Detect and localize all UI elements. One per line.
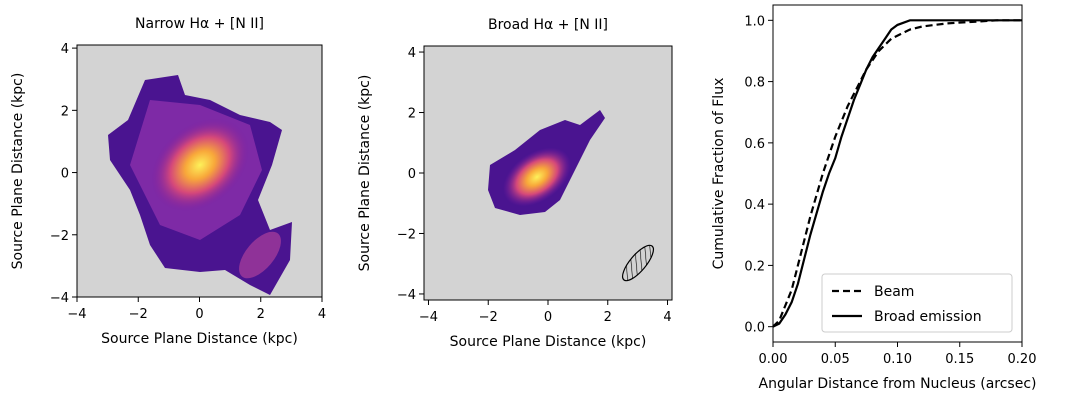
y-tick-label: 1.0 xyxy=(744,14,765,29)
x-tick-label: 0.05 xyxy=(821,352,850,367)
y-tick-label: −4 xyxy=(397,288,416,303)
y-tick-label: 0 xyxy=(408,167,416,182)
broad-emission-map xyxy=(488,110,655,282)
x-tick-label: −4 xyxy=(419,310,438,325)
legend-box xyxy=(821,273,1013,333)
y-tick-label: 4 xyxy=(408,46,416,61)
x-tick-label: 0.00 xyxy=(759,352,788,367)
y-tick-label: 2 xyxy=(61,104,69,119)
y-tick-label: −2 xyxy=(397,227,416,242)
legend-label: Beam xyxy=(874,284,914,300)
x-tick-label: 0.15 xyxy=(945,352,974,367)
narrow-emission-map xyxy=(108,75,292,295)
line xyxy=(772,19,1022,328)
x-axis-label: Source Plane Distance (kpc) xyxy=(450,334,647,350)
x-tick-label: 2 xyxy=(257,307,265,322)
y-tick-label: 0.2 xyxy=(744,259,765,274)
y-tick-label: 0.0 xyxy=(744,321,765,336)
x-tick-label: −2 xyxy=(129,307,148,322)
x-tick-label: 4 xyxy=(318,307,326,322)
y-tick-label: −4 xyxy=(50,291,69,306)
x-tick-label: 0.10 xyxy=(883,352,912,367)
x-tick-label: 2 xyxy=(604,310,612,325)
x-tick-label: 0.20 xyxy=(1008,352,1037,367)
beam-ellipse xyxy=(621,244,655,282)
y-tick-label: 0.6 xyxy=(744,137,765,152)
y-tick-label: 2 xyxy=(408,107,416,122)
y-tick-label: −2 xyxy=(50,229,69,244)
y-tick-label: 0.4 xyxy=(744,198,765,213)
y-tick-label: 4 xyxy=(61,42,69,57)
x-axis-label: Source Plane Distance (kpc) xyxy=(101,331,298,347)
x-tick-label: 0 xyxy=(544,310,552,325)
x-tick-label: 0 xyxy=(195,307,203,322)
x-axis-label: Angular Distance from Nucleus (arcsec) xyxy=(759,376,1037,392)
line xyxy=(772,19,1022,328)
x-tick-label: 4 xyxy=(663,310,671,325)
x-tick-label: −2 xyxy=(479,310,498,325)
y-axis-label: Source Plane Distance (kpc) xyxy=(10,73,26,270)
y-tick-label: 0 xyxy=(61,167,69,182)
x-tick-label: −4 xyxy=(67,307,86,322)
y-axis-label: Source Plane Distance (kpc) xyxy=(357,75,373,272)
legend-label: Broad emission xyxy=(874,309,982,325)
chart-title: Broad Hα + [N II] xyxy=(488,17,608,33)
y-tick-label: 0.8 xyxy=(744,76,765,91)
y-axis-label: Cumulative Fraction of Flux xyxy=(711,78,727,270)
chart-title: Narrow Hα + [N II] xyxy=(135,16,264,32)
